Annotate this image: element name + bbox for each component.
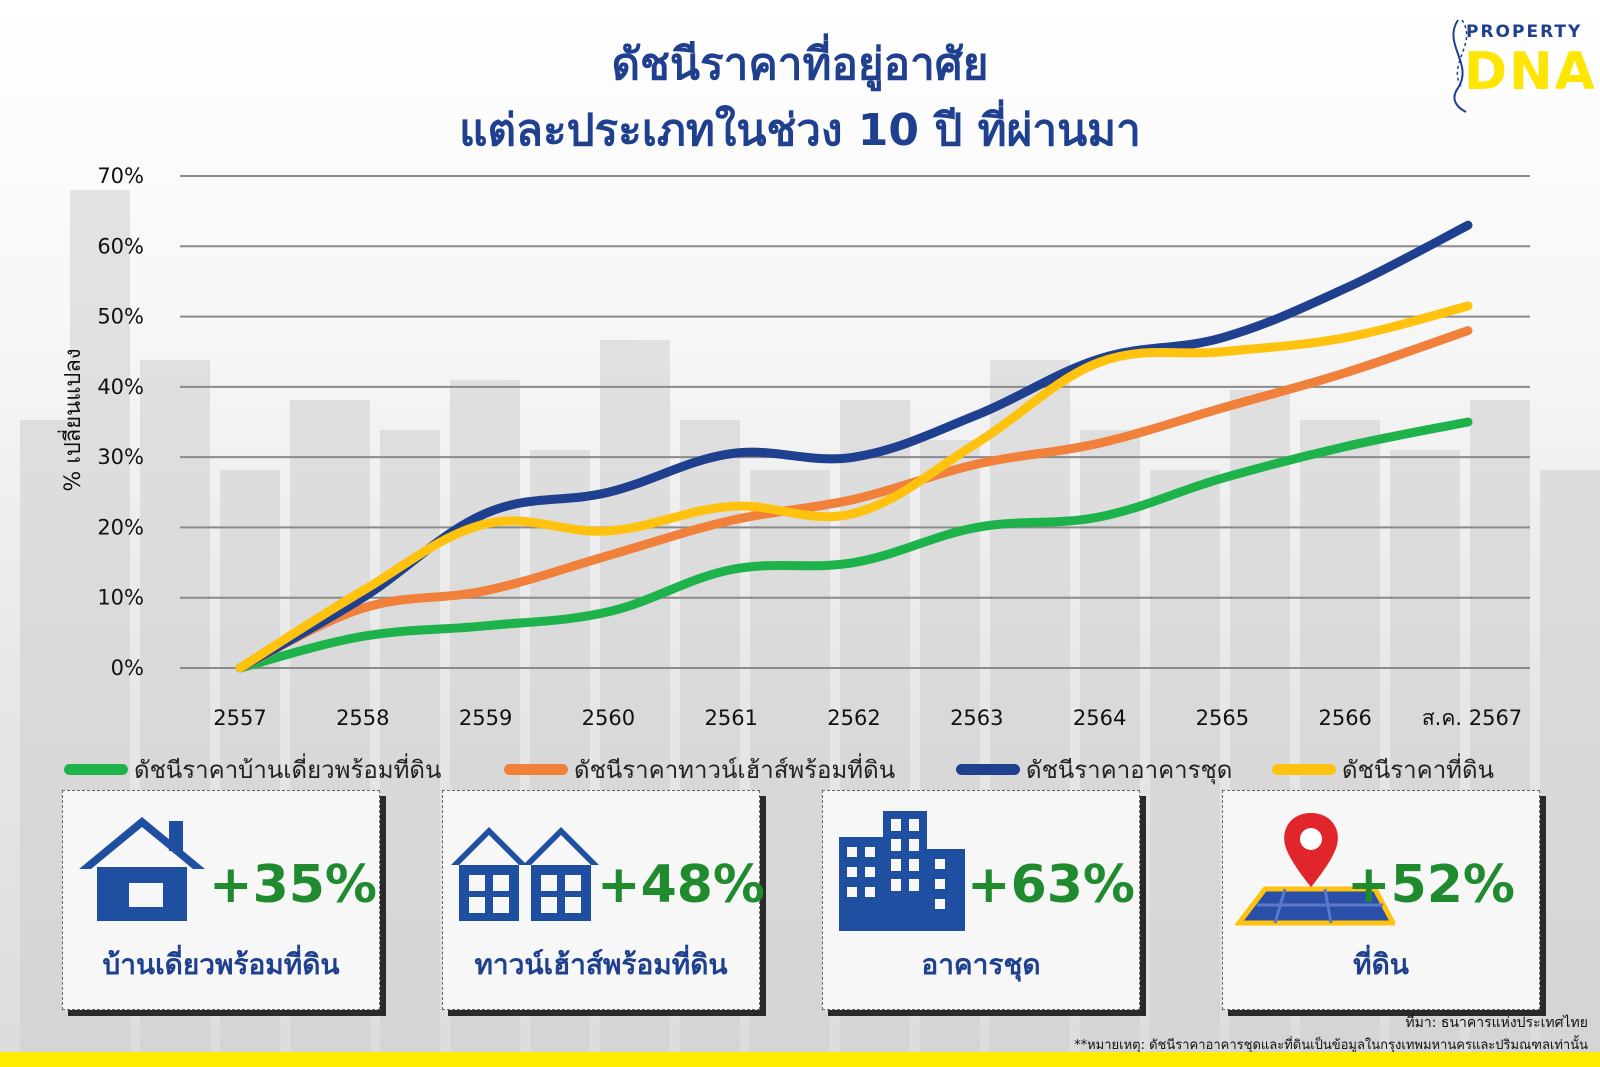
legend-swatch <box>64 763 128 775</box>
property-dna-logo: PROPERTY DNA <box>1440 12 1595 113</box>
y-axis-label: % เปลี่ยนแปลง <box>57 348 86 491</box>
card-label: ทาวน์เฮ้าส์พร้อมที่ดิน <box>474 948 728 981</box>
x-tick-label: 2560 <box>582 706 635 730</box>
x-tick-label: 2557 <box>213 706 266 730</box>
x-tick-label: 2563 <box>950 706 1003 730</box>
x-tick-label: 2565 <box>1196 706 1249 730</box>
x-tick-label: 2559 <box>459 706 512 730</box>
x-tick-label: 2558 <box>336 706 389 730</box>
card-percent: +35% <box>209 855 378 915</box>
y-tick-label: 50% <box>97 305 144 329</box>
legend-item: ดัชนีราคาอาคารชุด <box>956 750 1272 789</box>
legend-swatch <box>956 763 1020 775</box>
bottom-yellow-band <box>0 1052 1600 1067</box>
card-label: ที่ดิน <box>1353 948 1409 981</box>
legend-item: ดัชนีราคาทาวน์เฮ้าส์พร้อมที่ดิน <box>504 750 956 789</box>
logo-text-top: PROPERTY <box>1466 22 1583 42</box>
x-tick-label: ส.ค. 2567 <box>1422 706 1522 730</box>
logo-text-bottom: DNA <box>1464 42 1597 102</box>
legend-item: ดัชนีราคาที่ดิน <box>1272 750 1532 789</box>
chart-legend: ดัชนีราคาบ้านเดี่ยวพร้อมที่ดิน ดัชนีราคาท… <box>64 752 1532 786</box>
x-tick-label: 2562 <box>827 706 880 730</box>
y-tick-label: 10% <box>97 586 144 610</box>
card-condominium: +63% อาคารชุด <box>822 790 1140 1010</box>
card-percent: +52% <box>1347 855 1516 915</box>
townhouse-icon <box>451 827 599 921</box>
card-land: +52% ที่ดิน <box>1222 790 1540 1010</box>
legend-item: ดัชนีราคาบ้านเดี่ยวพร้อมที่ดิน <box>64 750 504 789</box>
card-detached-house: +35% บ้านเดี่ยวพร้อมที่ดิน <box>62 790 380 1010</box>
card-label: อาคารชุด <box>921 948 1041 981</box>
card-percent: +63% <box>967 855 1136 915</box>
series-line-1 <box>235 326 1473 673</box>
chart-title-line-2: แต่ละประเภทในช่วง 10 ปี ที่ผ่านมา <box>459 105 1141 156</box>
chart-title-line-1: ดัชนีราคาที่อยู่อาศัย <box>611 39 989 90</box>
card-percent: +48% <box>597 855 766 915</box>
gridlines <box>180 175 1530 669</box>
x-tick-label: 2564 <box>1073 706 1126 730</box>
y-tick-label: 0% <box>111 656 144 680</box>
y-tick-label: 60% <box>97 234 144 258</box>
footnote: **หมายเหตุ: ดัชนีราคาอาคารชุดและที่ดินเป… <box>1074 1038 1588 1053</box>
x-axis-ticks: 2557 2558 2559 2560 2561 2562 2563 2564 2565 2566… <box>213 706 1522 730</box>
house-icon <box>79 817 205 921</box>
legend-label: ดัชนีราคาอาคารชุด <box>1026 755 1233 784</box>
legend-swatch <box>504 763 568 775</box>
x-tick-label: 2566 <box>1318 706 1371 730</box>
condo-building-icon <box>839 811 965 931</box>
y-tick-label: 20% <box>97 515 144 539</box>
series-line-0 <box>235 417 1473 673</box>
y-tick-label: 70% <box>97 164 144 188</box>
card-townhouse: +48% ทาวน์เฮ้าส์พร้อมที่ดิน <box>442 790 765 1010</box>
legend-swatch <box>1272 763 1336 775</box>
card-label: บ้านเดี่ยวพร้อมที่ดิน <box>102 948 340 981</box>
line-chart: 0% 10% 20% 30% 40% 50% 60% 70% 2557 2558 2559 2560… <box>57 164 1530 730</box>
series-line-3 <box>235 301 1473 673</box>
source-note: ที่มา: ธนาคารแห่งประเทศไทย <box>1405 1015 1588 1031</box>
legend-label: ดัชนีราคาทาวน์เฮ้าส์พร้อมที่ดิน <box>574 755 896 784</box>
dna-helix-icon <box>1452 19 1468 113</box>
y-axis-ticks: 0% 10% 20% 30% 40% 50% 60% 70% <box>97 164 144 680</box>
chart-series <box>235 220 1473 673</box>
legend-label: ดัชนีราคาบ้านเดี่ยวพร้อมที่ดิน <box>134 755 442 784</box>
land-map-pin-icon <box>1235 813 1395 926</box>
y-tick-label: 40% <box>97 375 144 399</box>
y-tick-label: 30% <box>97 445 144 469</box>
x-tick-label: 2561 <box>704 706 757 730</box>
legend-label: ดัชนีราคาที่ดิน <box>1342 755 1494 784</box>
